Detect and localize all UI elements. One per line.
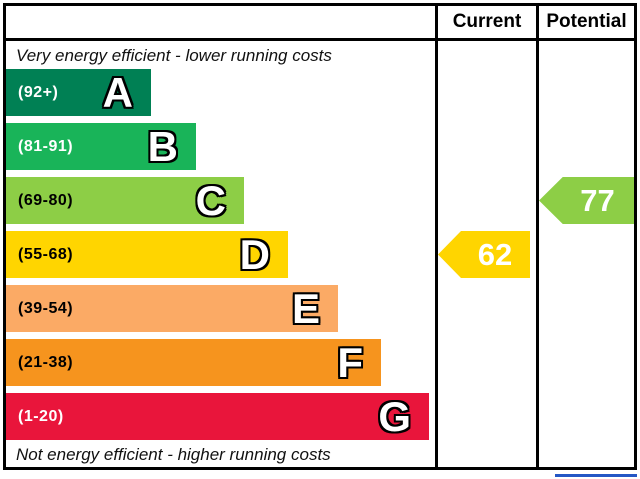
band-b: (81-91) B: [6, 123, 196, 170]
band-letter: C: [195, 176, 226, 224]
potential-rating-arrow: 77: [539, 177, 634, 224]
band-range-label: (55-68): [18, 245, 74, 263]
cropped-element-blue-edge: [555, 474, 637, 477]
band-letter: A: [102, 68, 133, 116]
band-range-label: (69-80): [18, 191, 74, 209]
band-letter: F: [337, 338, 363, 386]
current-column-header: Current: [435, 6, 536, 38]
band-range-label: (81-91): [18, 137, 74, 155]
table-header-row: Current Potential: [6, 6, 634, 41]
bottom-caption: Not energy efficient - higher running co…: [16, 445, 331, 464]
header-spacer-cell: [6, 6, 435, 38]
current-rating-column: 62: [435, 41, 536, 467]
band-range-label: (1-20): [18, 407, 64, 425]
band-c: (69-80) C: [6, 177, 244, 224]
band-range-label: (92+): [18, 83, 59, 101]
potential-rating-column: 77: [536, 41, 634, 467]
band-letter: G: [378, 392, 411, 440]
band-d: (55-68) D: [6, 231, 288, 278]
current-rating-arrow: 62: [438, 231, 530, 278]
band-f: (21-38) F: [6, 339, 381, 386]
potential-column-header: Potential: [536, 6, 634, 38]
table-body-row: Very energy efficient - lower running co…: [6, 41, 634, 467]
band-letter: B: [147, 122, 178, 170]
band-letter: D: [239, 230, 270, 278]
band-letter: E: [291, 284, 320, 332]
band-g: (1-20) G: [6, 393, 429, 440]
top-caption: Very energy efficient - lower running co…: [16, 46, 332, 65]
band-range-label: (21-38): [18, 353, 74, 371]
band-chart-panel: Very energy efficient - lower running co…: [6, 41, 435, 467]
band-a: (92+) A: [6, 69, 151, 116]
band-bars: (92+) A (81-91) B (69-80) C (55-68) D (39-54) E (2…: [6, 69, 435, 447]
potential-rating-value: 77: [580, 182, 615, 218]
rating-table: Current Potential Very energy efficient …: [3, 3, 637, 470]
band-range-label: (39-54): [18, 299, 74, 317]
band-e: (39-54) E: [6, 285, 338, 332]
current-rating-value: 62: [477, 236, 513, 272]
